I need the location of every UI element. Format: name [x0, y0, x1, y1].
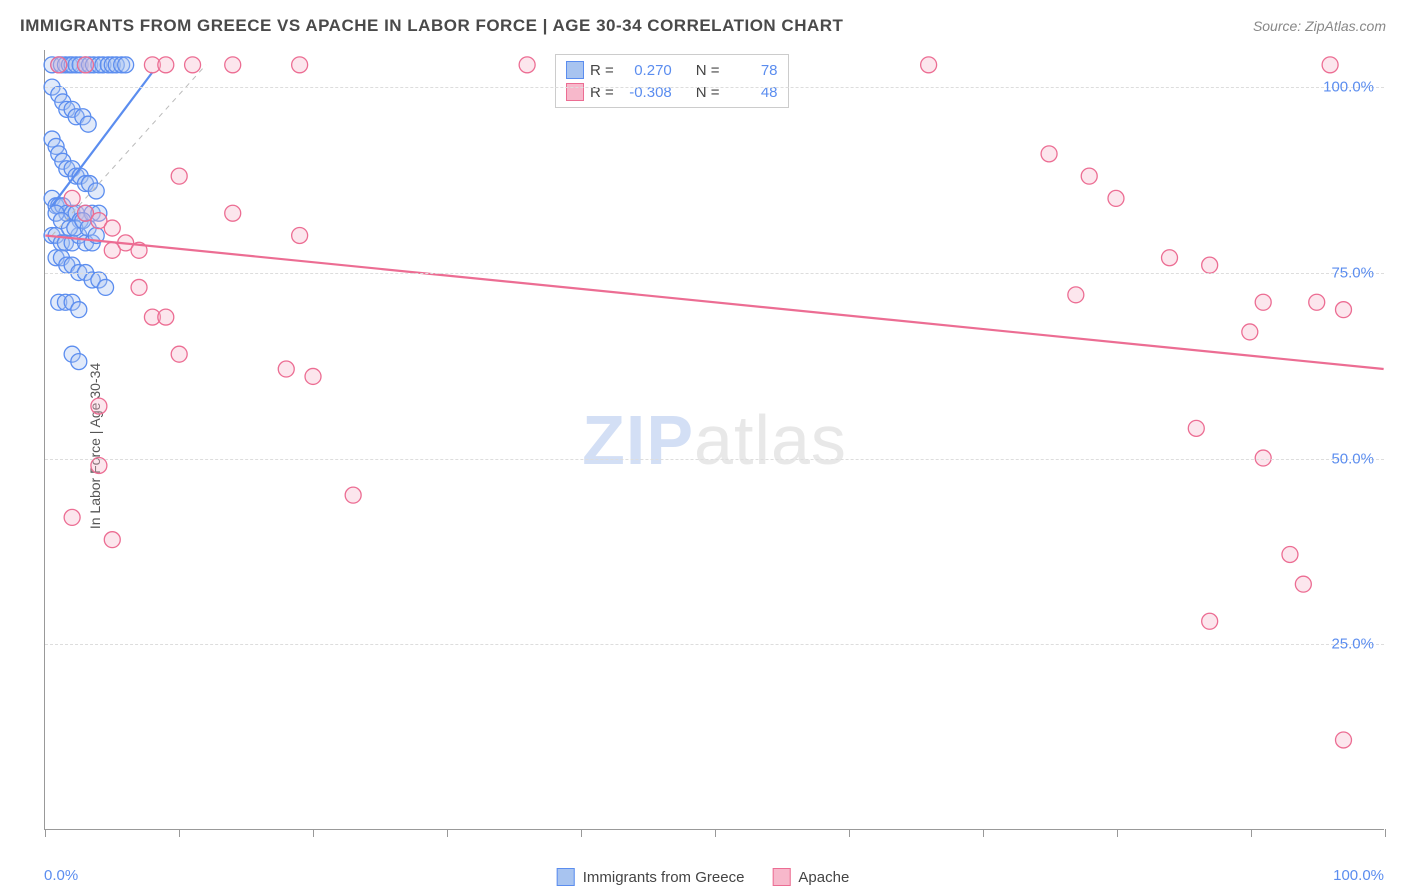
bottom-legend-item-2: Apache: [772, 868, 849, 886]
bottom-legend-label-2: Apache: [798, 869, 849, 886]
source-label: Source: ZipAtlas.com: [1253, 18, 1386, 34]
n-value-1: 78: [726, 62, 778, 79]
x-axis-start-label: 0.0%: [44, 867, 78, 884]
stats-legend-row-2: R = -0.308 N = 48: [566, 81, 778, 103]
bottom-swatch-2: [772, 868, 790, 886]
bottom-legend-item-1: Immigrants from Greece: [557, 868, 745, 886]
r-value-2: -0.308: [620, 84, 672, 101]
stats-legend-row-1: R = 0.270 N = 78: [566, 59, 778, 81]
y-tick-label: 50.0%: [1331, 450, 1374, 467]
title-bar: IMMIGRANTS FROM GREECE VS APACHE IN LABO…: [20, 16, 1386, 36]
stats-legend: R = 0.270 N = 78 R = -0.308 N = 48: [555, 54, 789, 108]
r-label: R =: [590, 62, 614, 79]
n-value-2: 48: [726, 84, 778, 101]
n-label-2: N =: [696, 84, 720, 101]
r-value-1: 0.270: [620, 62, 672, 79]
x-axis-end-label: 100.0%: [1333, 867, 1384, 884]
bottom-legend: Immigrants from Greece Apache: [557, 868, 850, 886]
scatter-plot-svg: [45, 50, 1384, 829]
bottom-legend-label-1: Immigrants from Greece: [583, 869, 745, 886]
y-tick-label: 100.0%: [1323, 79, 1374, 96]
plot-area: ZIPatlas R = 0.270 N = 78 R = -0.308 N =…: [44, 50, 1384, 830]
y-tick-label: 75.0%: [1331, 264, 1374, 281]
bottom-swatch-1: [557, 868, 575, 886]
chart-title: IMMIGRANTS FROM GREECE VS APACHE IN LABO…: [20, 16, 843, 36]
legend-swatch-1: [566, 61, 584, 79]
legend-swatch-2: [566, 83, 584, 101]
y-tick-label: 25.0%: [1331, 636, 1374, 653]
n-label: N =: [696, 62, 720, 79]
r-label-2: R =: [590, 84, 614, 101]
